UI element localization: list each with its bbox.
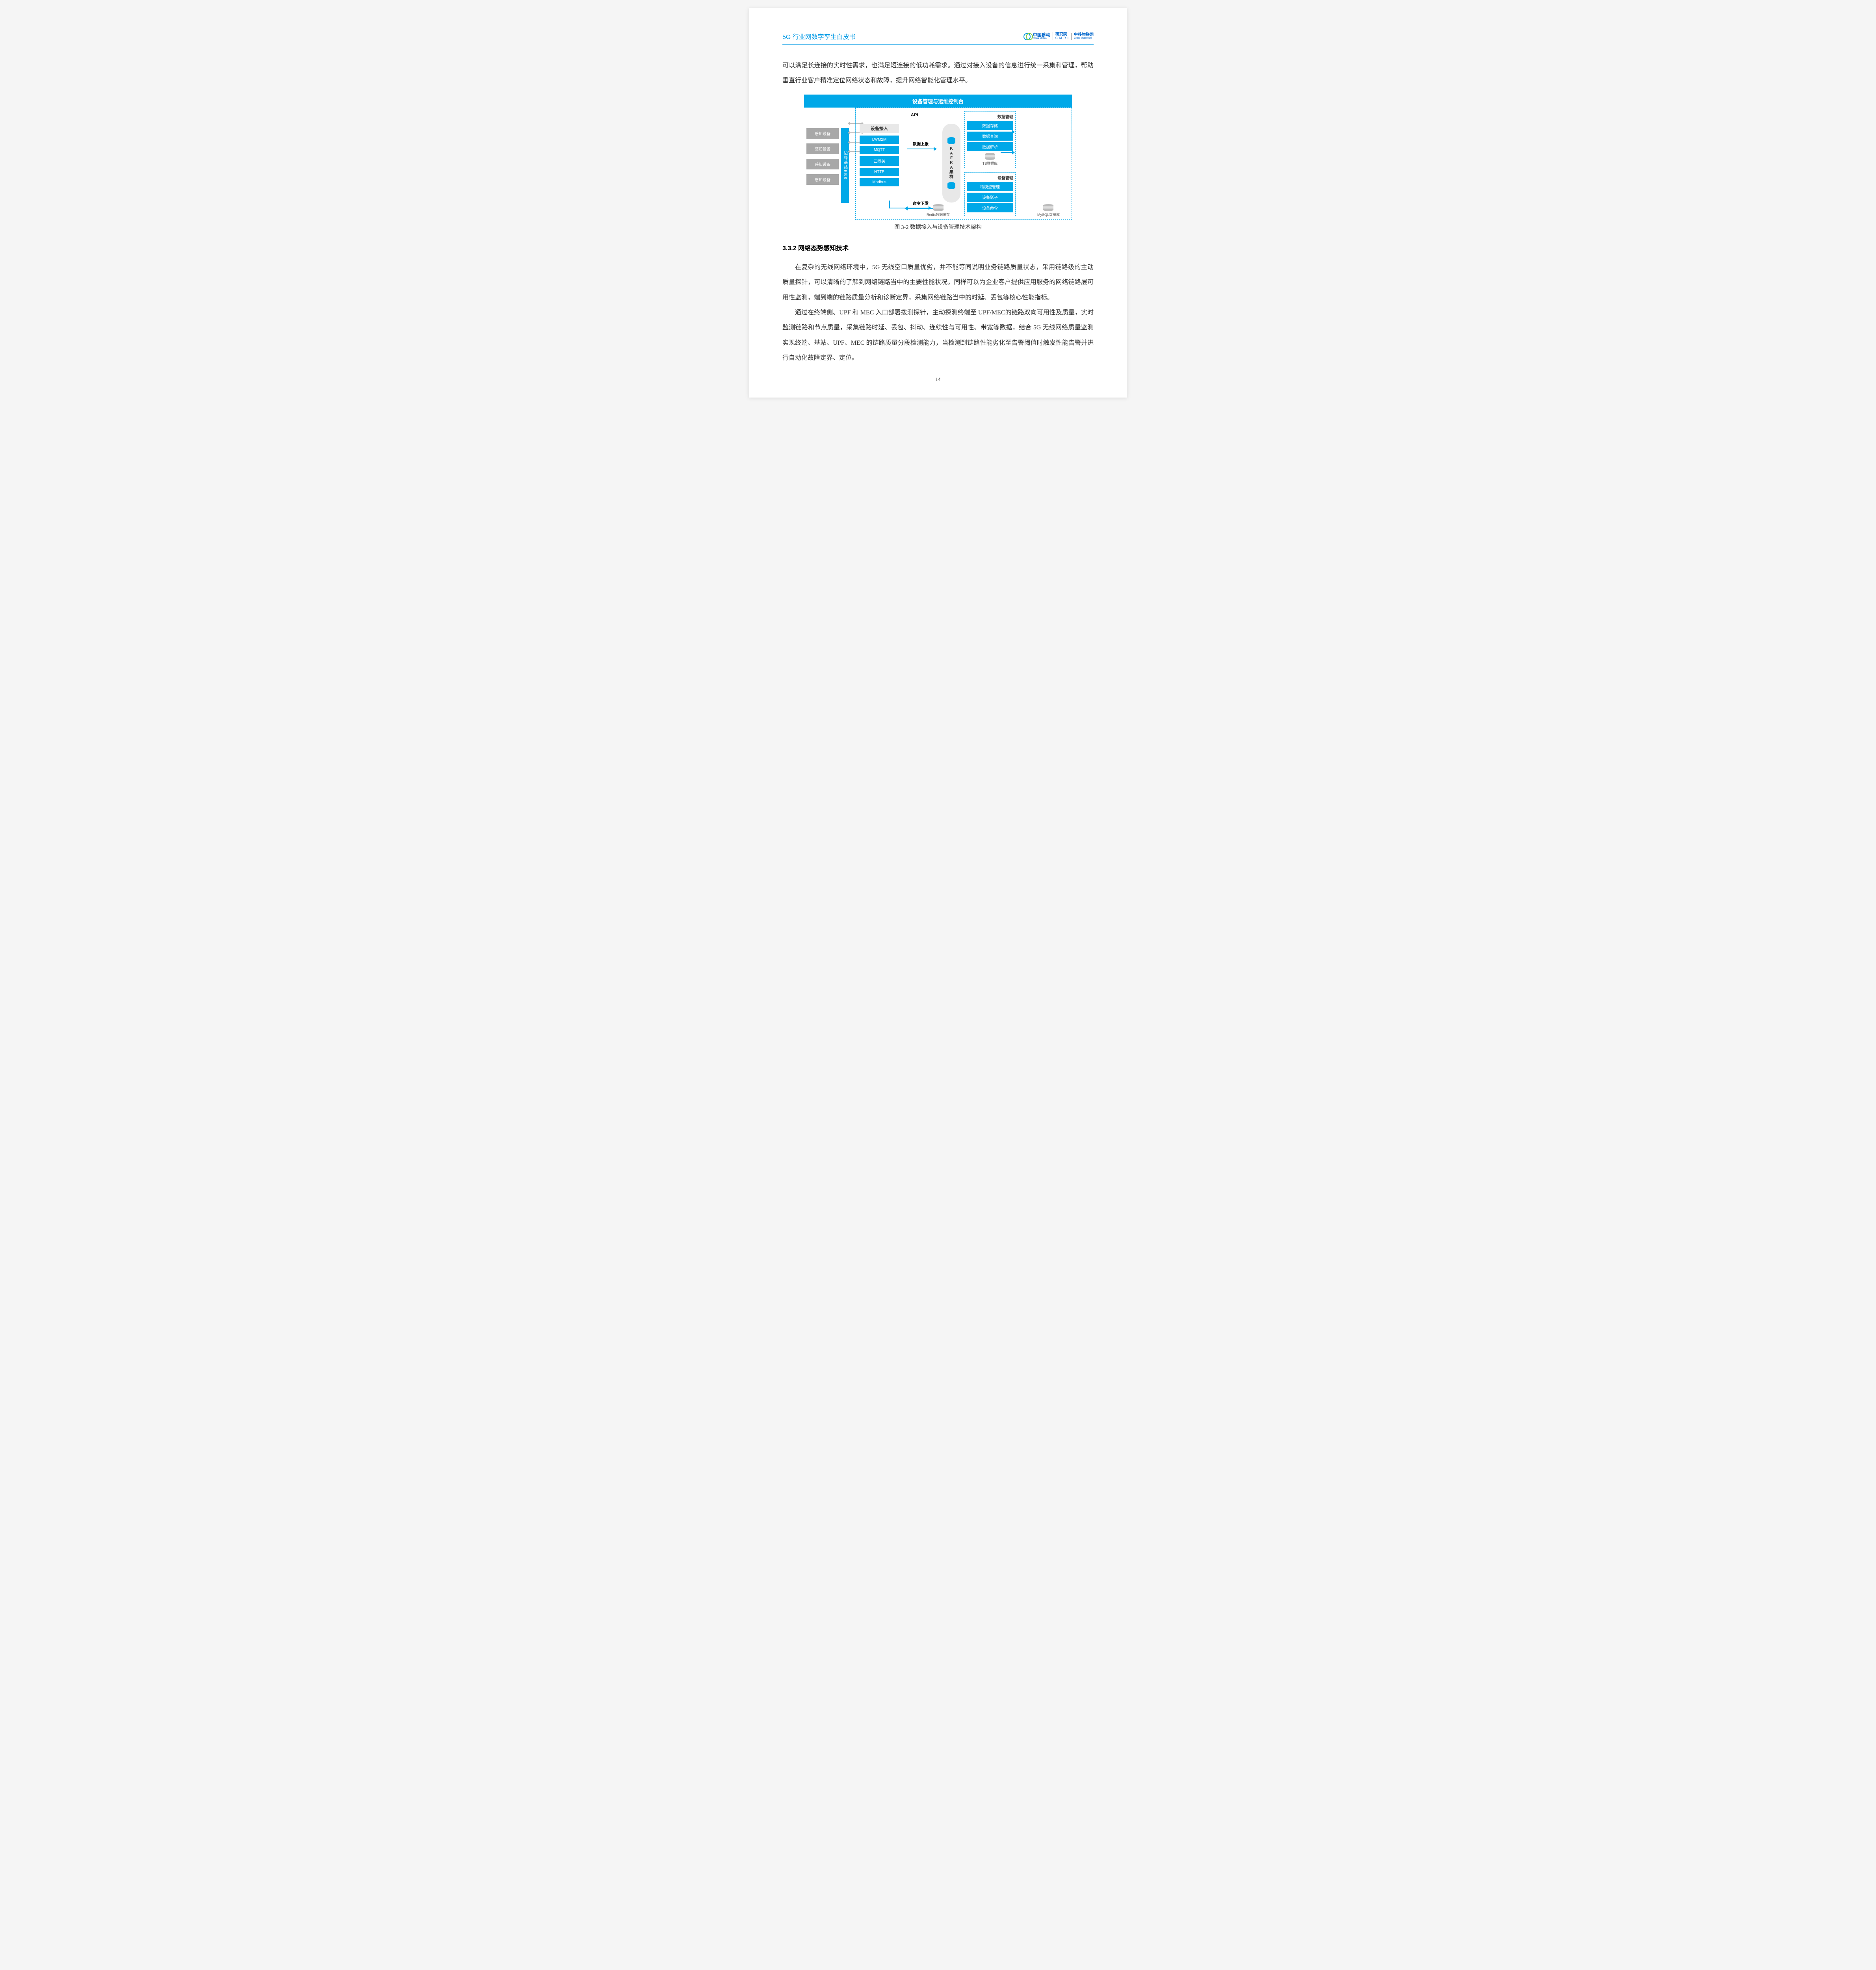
kafka-cylinder-icon (947, 137, 955, 144)
upload-arrow-label: 数据上报 (903, 139, 938, 148)
logo-cm-icon (1023, 32, 1031, 40)
page-header: 5G 行业网数字孪生白皮书 中国移动 China Mobile 研究院 C M … (782, 32, 1094, 45)
protocol-box: 云网关 (860, 156, 899, 166)
redis-connector (889, 201, 929, 208)
data-mgmt-box: 数据存储 (967, 121, 1013, 130)
protocol-box: Modbus (860, 178, 899, 186)
mysql-db: MySQL数据库 (1037, 204, 1060, 217)
logo-iot: 中移物联网 China Mobile IOT (1074, 33, 1094, 39)
protocol-box: LWM2M (860, 136, 899, 144)
dev-mgmt-head: 设备管理 (967, 175, 1013, 180)
data-mgmt-head: 数据管理 (967, 113, 1013, 119)
logo-cm-cn: 中国移动 (1033, 33, 1050, 37)
right-arrows (1001, 132, 1012, 153)
logo-cm-en: China Mobile (1033, 37, 1050, 40)
protocol-box: HTTP (860, 168, 899, 176)
db-cylinder-icon (933, 204, 944, 211)
access-head: 设备接入 (860, 124, 899, 133)
sensor-box: 感知设备 (806, 143, 839, 154)
logo-cmri-en: C M R I (1055, 37, 1069, 40)
section-heading: 3.3.2 网络态势感知技术 (782, 243, 1094, 252)
kafka-char: 集 (949, 170, 953, 175)
dev-mgmt-box: 设备命令 (967, 203, 1013, 212)
page: 5G 行业网数字孪生白皮书 中国移动 China Mobile 研究院 C M … (749, 8, 1127, 398)
kafka-char: K (950, 147, 953, 151)
kafka-char: F (950, 156, 953, 160)
ts-db-label: TS数据库 (983, 161, 998, 166)
logo-iot-cn: 中移物联网 (1074, 33, 1094, 37)
api-label: API (911, 113, 918, 117)
paragraph-2: 在复杂的无线网络环境中，5G 无线空口质量优劣，并不能等同说明业务链路质量状态，… (782, 260, 1094, 305)
logo-iot-en: China Mobile IOT (1074, 37, 1094, 39)
header-logos: 中国移动 China Mobile 研究院 C M R I 中移物联网 Chin… (1023, 32, 1094, 40)
dev-mgmt-box: 设备影子 (967, 193, 1013, 202)
sensor-column: 感知设备 感知设备 感知设备 感知设备 (806, 112, 839, 216)
logo-cmri: 研究院 C M R I (1055, 33, 1072, 40)
db-cylinder-icon (985, 153, 995, 160)
paragraph-1: 可以满足长连接的实时性需求，也满足短连接的低功耗需求。通过对接入设备的信息进行统… (782, 58, 1094, 89)
page-number: 14 (749, 376, 1127, 383)
redis-db: Redis数据缓存 (927, 204, 950, 217)
sensor-box: 感知设备 (806, 128, 839, 139)
diagram-title-bar: 设备管理与运维控制台 (804, 95, 1072, 108)
header-title: 5G 行业网数字孪生白皮书 (782, 32, 856, 41)
sensor-box: 感知设备 (806, 174, 839, 185)
dev-mgmt-group: 设备管理 物模型管理 设备影子 设备命令 (964, 172, 1016, 216)
protocol-box: MQTT (860, 146, 899, 154)
edge-bs-box: 边缘基站EBS (841, 128, 849, 203)
redis-label: Redis数据缓存 (927, 212, 950, 217)
kafka-char: A (950, 151, 953, 156)
kafka-cluster: K A F K A 集 群 (942, 124, 960, 203)
figure-caption: 图 3-2 数据接入与设备管理技术架构 (782, 223, 1094, 231)
kafka-char: K (950, 161, 953, 165)
logo-china-mobile: 中国移动 China Mobile (1023, 32, 1053, 40)
dev-mgmt-box: 物模型管理 (967, 182, 1013, 191)
db-cylinder-icon (1043, 204, 1053, 211)
sensor-box: 感知设备 (806, 159, 839, 169)
kafka-char: A (950, 165, 953, 170)
mysql-label: MySQL数据库 (1037, 212, 1060, 217)
figure-3-2: 设备管理与运维控制台 感知设备 感知设备 感知设备 感知设备 边缘基站EBS A… (782, 95, 1094, 220)
kafka-char: 群 (949, 175, 953, 179)
kafka-cylinder-icon (947, 182, 955, 189)
paragraph-3: 通过在终端侧、UPF 和 MEC 入口部署拨测探针，主动探测终端至 UPF/ME… (782, 305, 1094, 366)
